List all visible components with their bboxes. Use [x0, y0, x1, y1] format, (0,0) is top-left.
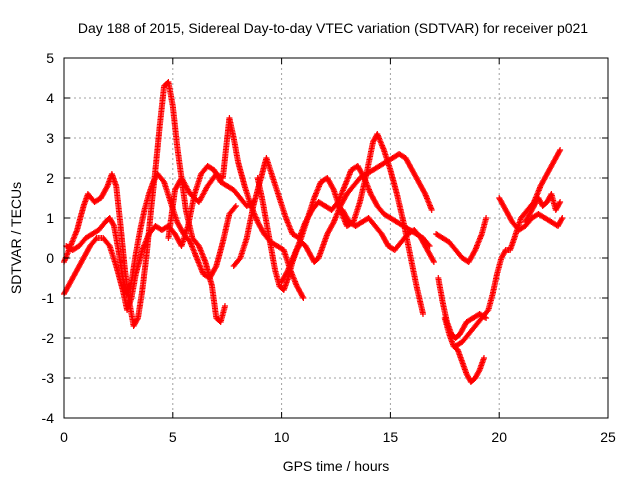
data-point-markers [452, 147, 564, 349]
data-layer [61, 79, 566, 385]
series-arc-c [63, 171, 239, 297]
data-point-markers [433, 215, 490, 265]
data-point-markers [435, 275, 490, 341]
data-point-markers [63, 171, 239, 297]
y-axis-label: SDTVAR / TECUs [8, 182, 24, 294]
y-tick-label: 0 [46, 250, 54, 266]
x-tick-label: 15 [383, 429, 399, 445]
y-tick-label: -3 [42, 370, 55, 386]
series-arc-d [165, 115, 307, 301]
data-point-markers [496, 195, 566, 233]
x-axis-label: GPS time / hours [283, 458, 390, 474]
x-axis-tick-labels: 0 5 10 15 20 25 [60, 429, 616, 445]
x-tick-label: 10 [274, 429, 290, 445]
plot-area-border [63, 57, 609, 419]
data-point-markers [339, 207, 437, 265]
y-tick-label: 1 [46, 210, 54, 226]
y-tick-label: 3 [46, 130, 54, 146]
data-point-markers [441, 315, 487, 385]
x-tick-label: 5 [169, 429, 177, 445]
y-tick-label: -2 [42, 330, 55, 346]
series-arc-j [435, 275, 490, 341]
chart-title: Day 188 of 2015, Sidereal Day-to-day VTE… [78, 20, 588, 36]
x-tick-label: 20 [491, 429, 507, 445]
y-axis-tick-labels: -4 -3 -2 -1 0 1 2 3 4 5 [42, 50, 55, 426]
series-arc-l [452, 147, 564, 349]
y-tick-label: -4 [42, 410, 55, 426]
data-point-markers [165, 115, 307, 301]
y-tick-label: 2 [46, 170, 54, 186]
grid [64, 58, 608, 418]
series-arc-i [433, 215, 490, 265]
series-arc-k [441, 315, 487, 385]
x-tick-label: 0 [60, 429, 68, 445]
y-tick-label: 5 [46, 50, 54, 66]
series-arc-e [230, 155, 433, 269]
x-tick-label: 25 [600, 429, 616, 445]
series-arc-h [339, 207, 437, 265]
y-tick-label: -1 [42, 290, 55, 306]
data-point-markers [522, 191, 564, 225]
y-tick-label: 4 [46, 90, 54, 106]
data-point-markers [230, 155, 433, 269]
axis-ticks [63, 57, 609, 419]
series-arc-m [496, 195, 566, 233]
series-arc-n [522, 191, 564, 225]
